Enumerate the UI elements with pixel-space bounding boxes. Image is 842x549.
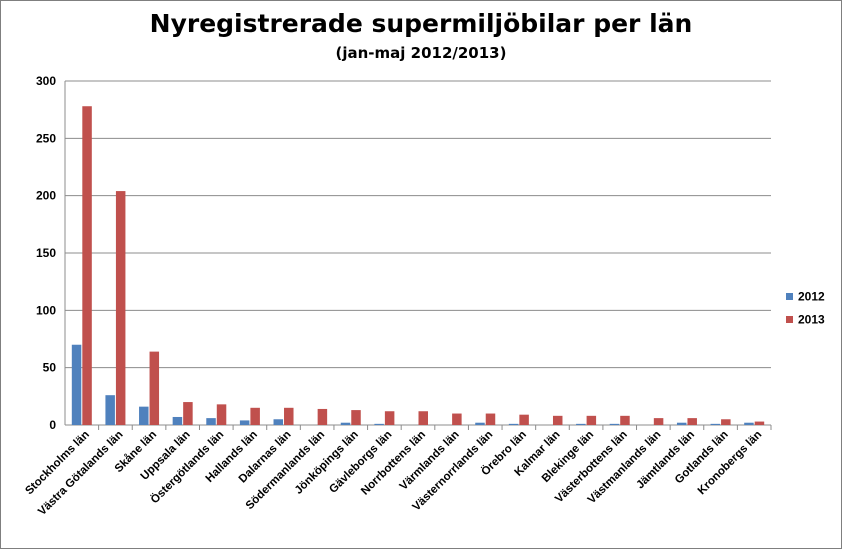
bar-2012-1 <box>105 395 115 425</box>
bar-2012-16 <box>609 423 620 425</box>
x-category-label: Gävleborgs län <box>327 429 394 496</box>
bar-2012-20 <box>744 422 754 425</box>
bar-2012-18 <box>676 422 687 425</box>
x-category-label: Kronobergs län <box>696 429 765 498</box>
bar-2013-16 <box>620 415 630 425</box>
bar-2012-19 <box>710 423 721 425</box>
y-tick-label: 300 <box>36 74 56 88</box>
y-tick-label: 200 <box>36 189 56 203</box>
bar-2012-12 <box>475 422 485 425</box>
bar-2013-17 <box>653 418 664 425</box>
y-tick-label: 250 <box>36 131 56 145</box>
bar-2013-9 <box>384 411 395 425</box>
bar-2012-2 <box>139 406 149 425</box>
legend-swatch-2013 <box>786 316 793 323</box>
bar-2012-15 <box>576 423 586 425</box>
bar-2013-3 <box>183 402 193 425</box>
y-tick-label: 50 <box>43 361 57 375</box>
bar-2013-2 <box>149 351 160 425</box>
bar-2013-13 <box>519 414 529 425</box>
bar-2013-1 <box>115 191 126 425</box>
bar-2012-5 <box>239 420 250 425</box>
bar-2013-14 <box>552 415 563 425</box>
legend-label: 2012 <box>798 290 825 304</box>
x-category-label: Värmlands län <box>398 429 462 493</box>
y-tick-label: 100 <box>36 303 56 317</box>
bar-2013-12 <box>485 413 496 425</box>
bar-2013-7 <box>317 408 328 425</box>
bar-2013-10 <box>418 411 428 425</box>
y-tick-label: 150 <box>36 246 56 260</box>
bar-2012-6 <box>273 419 284 425</box>
bar-2013-11 <box>452 413 462 425</box>
bar-2012-4 <box>206 418 216 425</box>
bar-2013-18 <box>687 418 697 425</box>
bar-2012-8 <box>340 422 351 425</box>
bar-2012-0 <box>71 344 82 425</box>
bar-2012-9 <box>374 423 384 425</box>
bar-2013-19 <box>721 419 731 425</box>
bar-2013-4 <box>216 404 227 425</box>
bar-2013-20 <box>754 421 765 425</box>
bar-2013-6 <box>284 407 294 425</box>
legend-label: 2013 <box>798 313 825 327</box>
chart-title: Nyregistrerade supermiljöbilar per län <box>149 9 693 38</box>
x-category-label: Jämtlands län <box>634 429 697 492</box>
bar-2013-5 <box>250 407 260 425</box>
bar-2013-0 <box>82 106 92 425</box>
bar-2013-15 <box>586 415 597 425</box>
chart-subtitle: (jan-maj 2012/2013) <box>335 44 507 62</box>
y-tick-label: 0 <box>49 418 56 432</box>
bar-2012-13 <box>508 423 519 425</box>
legend-swatch-2012 <box>786 293 793 300</box>
bar-2012-3 <box>172 416 183 425</box>
bar-2013-8 <box>351 410 361 425</box>
